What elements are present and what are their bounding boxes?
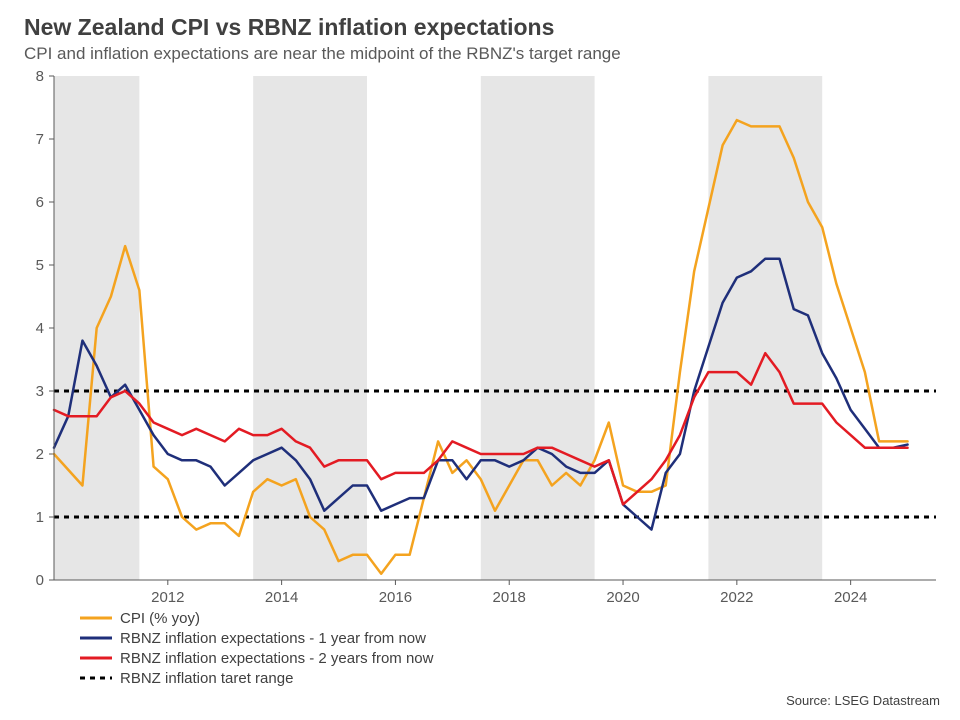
- y-tick-label: 5: [36, 257, 44, 274]
- x-tick-label: 2018: [493, 589, 526, 606]
- y-tick-label: 2: [36, 446, 44, 463]
- y-tick-label: 1: [36, 509, 44, 526]
- chart-container: New Zealand CPI vs RBNZ inflation expect…: [0, 0, 960, 720]
- y-tick-label: 6: [36, 194, 44, 211]
- y-tick-label: 4: [36, 320, 44, 337]
- y-tick-label: 7: [36, 131, 44, 148]
- x-tick-label: 2020: [606, 589, 639, 606]
- x-tick-label: 2016: [379, 589, 412, 606]
- legend-label-exp1y: RBNZ inflation expectations - 1 year fro…: [120, 630, 426, 647]
- x-tick-label: 2014: [265, 589, 298, 606]
- x-tick-label: 2024: [834, 589, 867, 606]
- x-tick-label: 2022: [720, 589, 753, 606]
- legend-label-target: RBNZ inflation taret range: [120, 670, 293, 687]
- shaded-band: [253, 76, 367, 580]
- legend-label-exp2y: RBNZ inflation expectations - 2 years fr…: [120, 650, 434, 667]
- y-tick-label: 3: [36, 383, 44, 400]
- legend-label-cpi: CPI (% yoy): [120, 610, 200, 627]
- y-tick-label: 8: [36, 68, 44, 85]
- source-label: Source: LSEG Datastream: [786, 693, 940, 708]
- x-tick-label: 2012: [151, 589, 184, 606]
- y-tick-label: 0: [36, 572, 44, 589]
- chart-svg: 0 1 2 3 4 5 6 7 8 2012 2014 2016 2018 2020 2022 2024 CPI…: [0, 0, 960, 720]
- shaded-band: [708, 76, 822, 580]
